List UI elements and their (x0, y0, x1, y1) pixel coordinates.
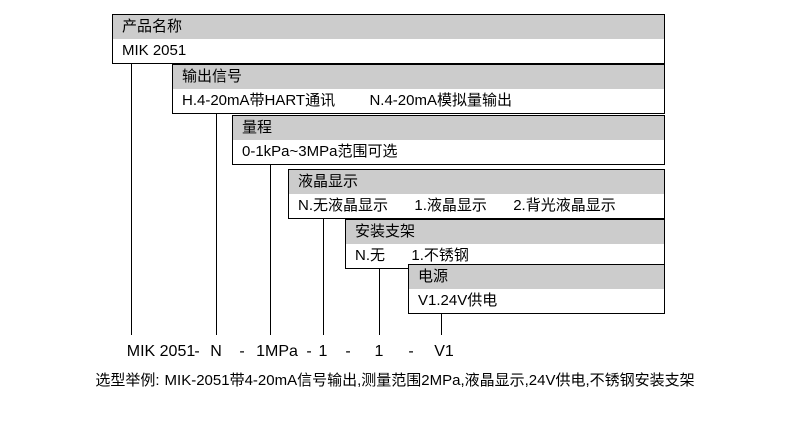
option-value: N.4-20mA模拟量输出 (369, 92, 512, 109)
option-value: 1.不锈钢 (411, 247, 469, 264)
option-group-power-supply: 电源 V1.24V供电 (408, 264, 665, 314)
code-segment-product-name: MIK 2051 (126, 343, 196, 360)
option-group-header-power-supply: 电源 (409, 265, 664, 289)
connector-line-output-signal (216, 114, 217, 335)
option-value: N.无液晶显示 (298, 197, 389, 214)
option-group-values-lcd-display: N.无液晶显示 1.液晶显示 2.背光液晶显示 (289, 194, 664, 218)
option-value: V1.24V供电 (418, 292, 498, 309)
option-group-mounting-bracket: 安装支架 N.无 1.不锈钢 (345, 219, 665, 269)
option-group-values-range: 0-1kPa~3MPa范围可选 (233, 140, 664, 164)
selection-example-label: 选型举例: (95, 372, 160, 389)
option-value: 1.液晶显示 (414, 197, 487, 214)
option-group-values-product-name: MIK 2051 (113, 39, 664, 63)
option-value: 0-1kPa~3MPa范围可选 (242, 143, 398, 160)
connector-line-mounting-bracket (379, 269, 380, 335)
code-separator: - (345, 343, 351, 360)
option-value: 2.背光液晶显示 (513, 197, 616, 214)
code-separator: - (306, 343, 312, 360)
option-group-lcd-display: 液晶显示 N.无液晶显示 1.液晶显示 2.背光液晶显示 (288, 169, 665, 219)
option-group-header-mounting-bracket: 安装支架 (346, 220, 664, 244)
option-value: MIK 2051 (122, 42, 187, 59)
option-group-header-range: 量程 (233, 116, 664, 140)
option-group-values-power-supply: V1.24V供电 (409, 289, 664, 313)
option-group-range: 量程 0-1kPa~3MPa范围可选 (232, 115, 665, 165)
code-segment-range: 1MPa (256, 343, 298, 360)
option-group-output-signal: 输出信号 H.4-20mA带HART通讯 N.4-20mA模拟量输出 (172, 64, 665, 114)
option-group-values-output-signal: H.4-20mA带HART通讯 N.4-20mA模拟量输出 (173, 89, 664, 113)
option-value: H.4-20mA带HART通讯 (182, 92, 336, 109)
code-segment-lcd-display: 1 (318, 343, 328, 360)
code-segment-output-signal: N (210, 343, 222, 360)
connector-line-lcd-display (323, 219, 324, 335)
code-separator: - (194, 343, 200, 360)
connector-line-product-name (131, 64, 132, 335)
code-separator: - (239, 343, 245, 360)
option-group-header-lcd-display: 液晶显示 (289, 170, 664, 194)
option-group-header-output-signal: 输出信号 (173, 65, 664, 89)
option-group-product-name: 产品名称 MIK 2051 (112, 14, 665, 64)
selection-example-line: 选型举例: MIK-2051带4-20mA信号输出,测量范围2MPa,液晶显示,2… (0, 370, 790, 392)
code-segment-mounting-bracket: 1 (374, 343, 384, 360)
model-code-line: MIK 2051 - N - 1MPa - 1 - 1 - V1 (0, 340, 790, 364)
selection-example-text: MIK-2051带4-20mA信号输出,测量范围2MPa,液晶显示,24V供电,… (164, 372, 695, 389)
option-value: N.无 (355, 247, 386, 264)
code-segment-power-supply: V1 (434, 343, 454, 360)
connector-line-power-supply (441, 314, 442, 335)
connector-line-range (270, 165, 271, 335)
code-separator: - (408, 343, 414, 360)
option-group-header-product-name: 产品名称 (113, 15, 664, 39)
